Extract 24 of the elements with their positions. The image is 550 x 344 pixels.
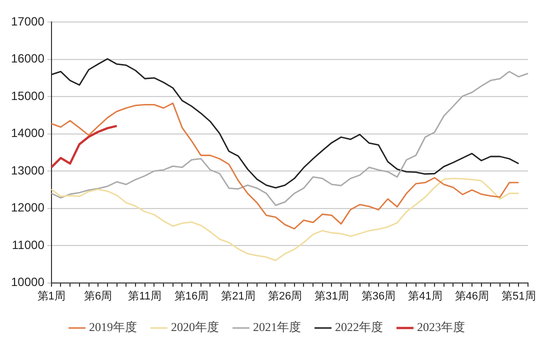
legend-label: 2021年度 bbox=[253, 320, 301, 334]
x-tick-label: 第36周 bbox=[361, 290, 396, 302]
x-tick-label: 第11周 bbox=[128, 290, 162, 302]
y-tick-label: 12000 bbox=[10, 200, 45, 215]
x-tick-label: 第46周 bbox=[454, 290, 490, 302]
x-tick-label: 第26周 bbox=[268, 290, 302, 302]
y-tick-label: 17000 bbox=[10, 14, 45, 28]
x-tick-label: 第16周 bbox=[174, 290, 209, 302]
y-tick-label: 10000 bbox=[10, 275, 45, 290]
x-tick-label: 第31周 bbox=[314, 290, 349, 302]
legend-label: 2022年度 bbox=[335, 320, 383, 334]
y-tick-label: 14000 bbox=[10, 126, 45, 140]
y-tick-label: 15000 bbox=[10, 88, 45, 103]
legend-label: 2023年度 bbox=[417, 320, 465, 334]
x-tick-label: 第51周 bbox=[502, 290, 536, 302]
y-tick-label: 13000 bbox=[10, 163, 45, 178]
legend-label: 2020年度 bbox=[171, 320, 219, 334]
y-tick-label: 16000 bbox=[10, 52, 45, 66]
x-tick-label: 第1周 bbox=[37, 290, 66, 302]
y-tick-label: 11000 bbox=[12, 238, 45, 252]
x-tick-label: 第21周 bbox=[221, 290, 256, 302]
legend-label: 2019年度 bbox=[89, 320, 137, 334]
x-tick-label: 第6周 bbox=[84, 290, 112, 302]
x-tick-label: 第41周 bbox=[408, 290, 442, 302]
